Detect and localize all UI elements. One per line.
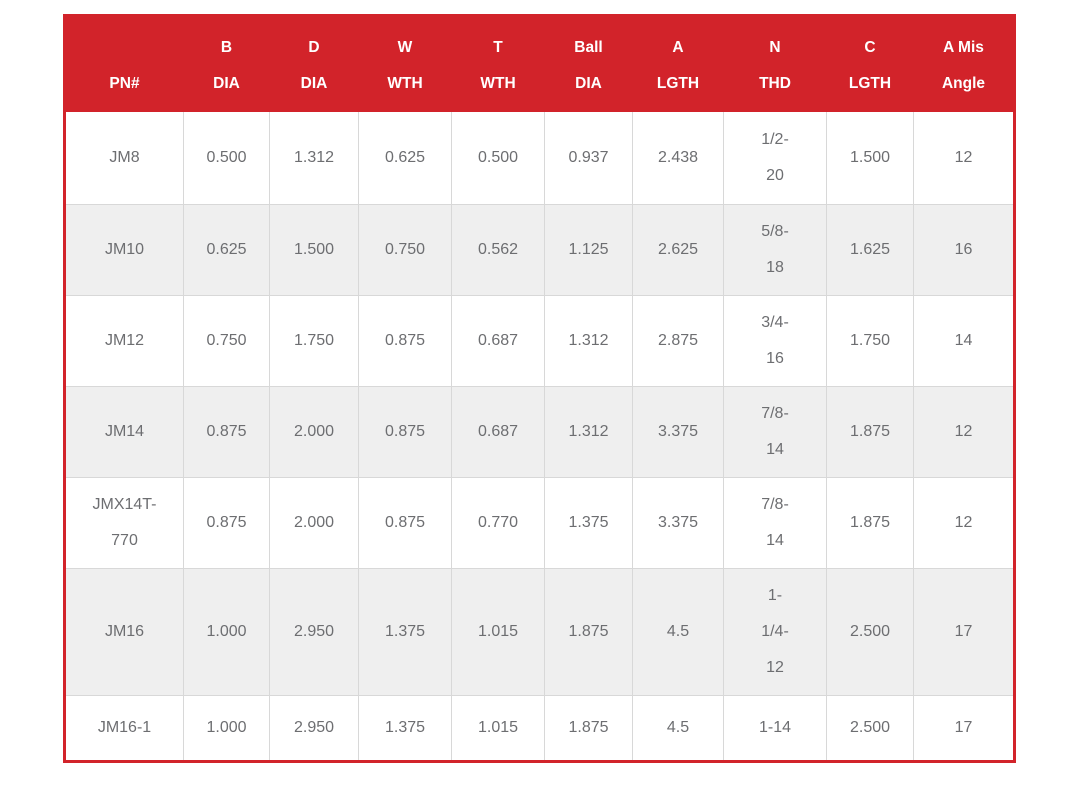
column-header-pn: PN# xyxy=(64,15,184,112)
cell-w-wth: 1.375 xyxy=(358,568,452,696)
cell-a-lgth: 4.5 xyxy=(632,695,724,762)
cell-d-dia: 2.950 xyxy=(269,568,359,696)
cell-a-lgth: 2.625 xyxy=(632,204,724,296)
cell-a-lgth: 3.375 xyxy=(632,477,724,569)
table-row: JM16 1.000 2.950 1.375 1.015 1.875 4.5 1… xyxy=(64,568,1015,696)
table-row: JM14 0.875 2.000 0.875 0.687 1.312 3.375… xyxy=(64,386,1015,478)
cell-ball-dia: 1.375 xyxy=(544,477,633,569)
cell-w-wth: 1.375 xyxy=(358,695,452,762)
cell-d-dia: 1.750 xyxy=(269,295,359,387)
cell-ball-dia: 1.875 xyxy=(544,568,633,696)
cell-n-thd: 5/8- 18 xyxy=(723,204,827,296)
cell-ball-dia: 1.312 xyxy=(544,295,633,387)
cell-d-dia: 1.312 xyxy=(269,111,359,205)
cell-pn: JM12 xyxy=(64,295,184,387)
cell-pn: JM10 xyxy=(64,204,184,296)
cell-a-mis-angle: 12 xyxy=(913,386,1015,478)
cell-b-dia: 0.875 xyxy=(183,386,270,478)
cell-b-dia: 0.500 xyxy=(183,111,270,205)
cell-a-mis-angle: 16 xyxy=(913,204,1015,296)
cell-w-wth: 0.750 xyxy=(358,204,452,296)
cell-t-wth: 1.015 xyxy=(451,568,545,696)
column-header-w-wth: W WTH xyxy=(358,15,452,112)
cell-d-dia: 2.000 xyxy=(269,477,359,569)
cell-c-lgth: 2.500 xyxy=(826,568,914,696)
table-row: JM10 0.625 1.500 0.750 0.562 1.125 2.625… xyxy=(64,204,1015,296)
column-header-b-dia: B DIA xyxy=(183,15,270,112)
cell-w-wth: 0.875 xyxy=(358,477,452,569)
cell-t-wth: 0.500 xyxy=(451,111,545,205)
cell-w-wth: 0.875 xyxy=(358,386,452,478)
table-row: JM16-1 1.000 2.950 1.375 1.015 1.875 4.5… xyxy=(64,695,1015,762)
cell-a-mis-angle: 17 xyxy=(913,568,1015,696)
cell-n-thd: 1- 1/4- 12 xyxy=(723,568,827,696)
cell-c-lgth: 1.500 xyxy=(826,111,914,205)
cell-b-dia: 1.000 xyxy=(183,568,270,696)
cell-n-thd: 7/8- 14 xyxy=(723,386,827,478)
cell-c-lgth: 1.875 xyxy=(826,477,914,569)
column-header-c-lgth: C LGTH xyxy=(826,15,914,112)
cell-pn: JM16-1 xyxy=(64,695,184,762)
cell-a-mis-angle: 14 xyxy=(913,295,1015,387)
cell-ball-dia: 0.937 xyxy=(544,111,633,205)
cell-d-dia: 1.500 xyxy=(269,204,359,296)
column-header-a-lgth: A LGTH xyxy=(632,15,724,112)
cell-pn: JM8 xyxy=(64,111,184,205)
table-row: JM8 0.500 1.312 0.625 0.500 0.937 2.438 … xyxy=(64,111,1015,205)
cell-n-thd: 1-14 xyxy=(723,695,827,762)
table-body: JM8 0.500 1.312 0.625 0.500 0.937 2.438 … xyxy=(64,111,1015,762)
cell-w-wth: 0.625 xyxy=(358,111,452,205)
part-specifications-table: PN# B DIA D DIA W WTH T WTH Ball DIA A L… xyxy=(63,14,1016,763)
cell-a-lgth: 4.5 xyxy=(632,568,724,696)
cell-b-dia: 0.875 xyxy=(183,477,270,569)
cell-pn: JMX14T- 770 xyxy=(64,477,184,569)
cell-a-lgth: 3.375 xyxy=(632,386,724,478)
cell-n-thd: 7/8- 14 xyxy=(723,477,827,569)
cell-c-lgth: 2.500 xyxy=(826,695,914,762)
cell-w-wth: 0.875 xyxy=(358,295,452,387)
table-row: JMX14T- 770 0.875 2.000 0.875 0.770 1.37… xyxy=(64,477,1015,569)
cell-t-wth: 1.015 xyxy=(451,695,545,762)
cell-n-thd: 1/2- 20 xyxy=(723,111,827,205)
cell-t-wth: 0.687 xyxy=(451,295,545,387)
cell-n-thd: 3/4- 16 xyxy=(723,295,827,387)
cell-b-dia: 0.750 xyxy=(183,295,270,387)
cell-c-lgth: 1.750 xyxy=(826,295,914,387)
cell-d-dia: 2.950 xyxy=(269,695,359,762)
cell-t-wth: 0.562 xyxy=(451,204,545,296)
cell-b-dia: 1.000 xyxy=(183,695,270,762)
cell-ball-dia: 1.125 xyxy=(544,204,633,296)
column-header-a-mis-angle: A Mis Angle xyxy=(913,15,1015,112)
cell-pn: JM14 xyxy=(64,386,184,478)
cell-pn: JM16 xyxy=(64,568,184,696)
column-header-d-dia: D DIA xyxy=(269,15,359,112)
cell-a-mis-angle: 12 xyxy=(913,111,1015,205)
table-row: JM12 0.750 1.750 0.875 0.687 1.312 2.875… xyxy=(64,295,1015,387)
cell-t-wth: 0.770 xyxy=(451,477,545,569)
column-header-ball-dia: Ball DIA xyxy=(544,15,633,112)
cell-ball-dia: 1.875 xyxy=(544,695,633,762)
cell-c-lgth: 1.625 xyxy=(826,204,914,296)
cell-ball-dia: 1.312 xyxy=(544,386,633,478)
column-header-n-thd: N THD xyxy=(723,15,827,112)
cell-a-mis-angle: 17 xyxy=(913,695,1015,762)
header-row: PN# B DIA D DIA W WTH T WTH Ball DIA A L… xyxy=(64,15,1015,112)
cell-a-lgth: 2.438 xyxy=(632,111,724,205)
cell-d-dia: 2.000 xyxy=(269,386,359,478)
table-header: PN# B DIA D DIA W WTH T WTH Ball DIA A L… xyxy=(64,15,1015,112)
cell-a-lgth: 2.875 xyxy=(632,295,724,387)
column-header-t-wth: T WTH xyxy=(451,15,545,112)
cell-b-dia: 0.625 xyxy=(183,204,270,296)
cell-a-mis-angle: 12 xyxy=(913,477,1015,569)
cell-t-wth: 0.687 xyxy=(451,386,545,478)
cell-c-lgth: 1.875 xyxy=(826,386,914,478)
